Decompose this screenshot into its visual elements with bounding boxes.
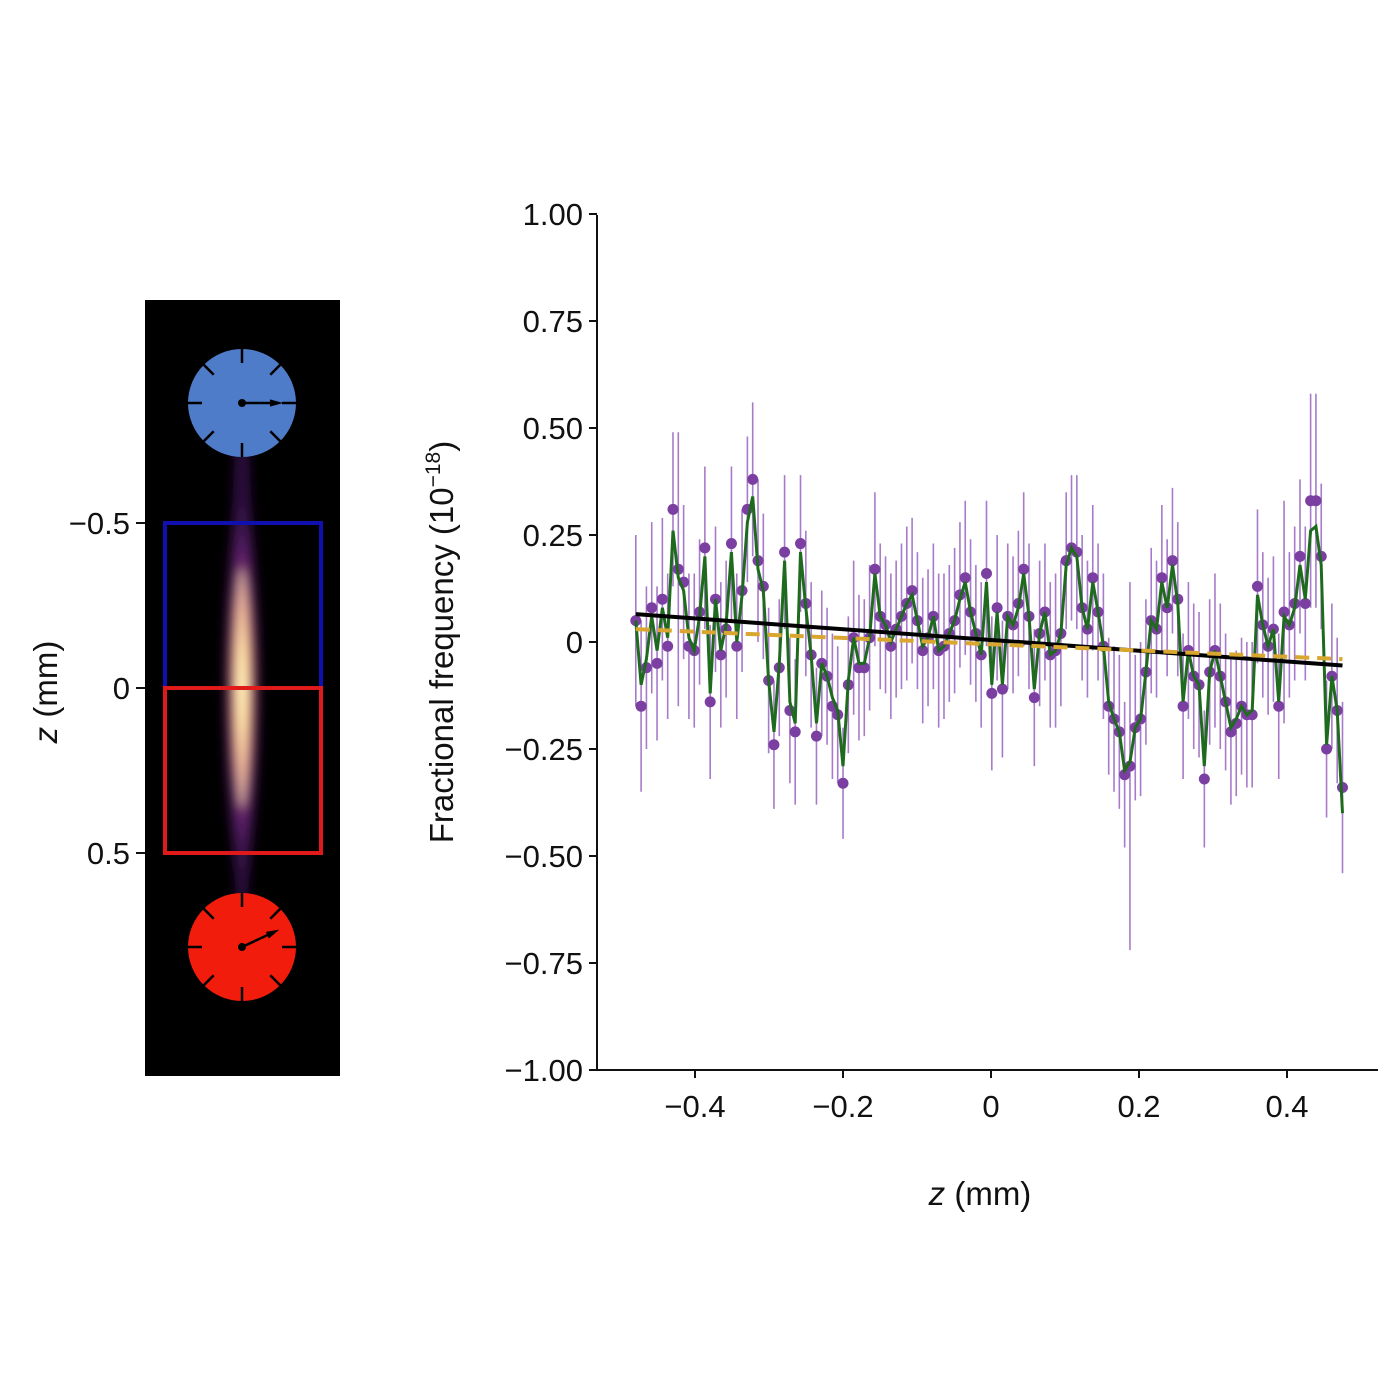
clock-tick xyxy=(269,907,282,920)
data-point xyxy=(651,657,663,669)
data-point xyxy=(1119,769,1131,781)
data-point xyxy=(986,687,998,699)
clock-tick xyxy=(202,907,215,920)
y-tick-label: −1.00 xyxy=(505,1053,583,1088)
y-tick-label: 0.75 xyxy=(523,304,583,339)
clock-tick xyxy=(269,363,282,376)
upper-clock-icon xyxy=(188,349,296,457)
x-axis-ticks: −0.4 −0.2 0 0.2 0.4 xyxy=(664,1070,1309,1124)
clock-tick xyxy=(269,974,282,987)
x-tick-label: 0.4 xyxy=(1265,1089,1308,1124)
clock-tick xyxy=(269,430,282,443)
data-point xyxy=(885,640,897,652)
y-tick-label: 1.00 xyxy=(523,197,583,232)
left-tick-label: 0 xyxy=(113,671,130,706)
data-point xyxy=(747,473,759,485)
y-tick-label: −0.75 xyxy=(505,946,583,981)
data-point xyxy=(656,593,668,605)
data-point xyxy=(1251,580,1263,592)
data-point xyxy=(959,572,971,584)
data-point xyxy=(795,538,807,550)
data-point xyxy=(725,538,737,550)
y-tick-label: −0.50 xyxy=(505,839,583,874)
data-point xyxy=(917,645,929,657)
data-point xyxy=(858,662,870,674)
data-point xyxy=(837,777,849,789)
error-bars xyxy=(634,393,1344,951)
clock-tick xyxy=(202,430,215,443)
data-point xyxy=(1198,773,1210,785)
y-axis-ticks: 1.00 0.75 0.50 0.25 0 −0.25 −0.50 −0.75 −1.00 xyxy=(505,197,597,1088)
left-tick-label: 0.5 xyxy=(87,836,130,871)
left-axis-label: z (mm) xyxy=(27,641,64,745)
clock-tick xyxy=(202,363,215,376)
data-point xyxy=(810,730,822,742)
data-point xyxy=(1018,563,1030,575)
data-point xyxy=(1273,700,1285,712)
clock-arrowhead xyxy=(265,929,280,939)
data-point xyxy=(1177,700,1189,712)
data-point xyxy=(1087,572,1099,584)
data-point xyxy=(980,568,992,580)
clock-arrowhead xyxy=(269,399,284,407)
dashed-fit-line xyxy=(635,627,1343,662)
x-axis-label: z (mm) xyxy=(928,1175,1032,1212)
data-point xyxy=(699,542,711,554)
data-point xyxy=(1166,555,1178,567)
y-axis-label: Fractional frequency (10−18) xyxy=(422,441,460,843)
data-point xyxy=(996,683,1008,695)
left-panel: −0.5 0 0.5 z (mm) xyxy=(27,300,340,1076)
data-point xyxy=(715,649,727,661)
x-tick-label: −0.2 xyxy=(812,1089,873,1124)
x-tick-label: 0 xyxy=(982,1089,999,1124)
data-point xyxy=(991,602,1003,614)
lower-clock-icon xyxy=(188,893,296,1001)
data-point xyxy=(731,640,743,652)
clock-center xyxy=(238,943,246,951)
data-point xyxy=(779,546,791,558)
data-point xyxy=(906,585,918,597)
data-point xyxy=(635,700,647,712)
y-tick-label: −0.25 xyxy=(505,732,583,767)
data-point xyxy=(869,563,881,575)
left-axis-ticks: −0.5 0 0.5 xyxy=(69,506,145,871)
x-tick-label: 0.2 xyxy=(1117,1089,1160,1124)
data-point xyxy=(1028,692,1040,704)
y-tick-label: 0.25 xyxy=(523,518,583,553)
data-point xyxy=(1156,572,1168,584)
data-point xyxy=(1294,550,1306,562)
y-tick-label: 0 xyxy=(566,625,583,660)
smoothed-curve xyxy=(634,496,1344,814)
data-point xyxy=(1278,606,1290,618)
data-point xyxy=(1299,597,1311,609)
data-point xyxy=(768,739,780,751)
clock-tick xyxy=(202,974,215,987)
x-tick-label: −0.4 xyxy=(664,1089,725,1124)
fit-line xyxy=(635,612,1343,668)
left-tick-label: −0.5 xyxy=(69,506,130,541)
y-tick-label: 0.50 xyxy=(523,411,583,446)
data-point xyxy=(662,640,674,652)
data-point xyxy=(704,696,716,708)
chart: 1.00 0.75 0.50 0.25 0 −0.25 −0.50 −0.75 −1.00 −0… xyxy=(422,197,1378,1212)
data-point xyxy=(646,602,658,614)
data-point xyxy=(1225,726,1237,738)
data-point xyxy=(1321,743,1333,755)
data-point xyxy=(789,726,801,738)
data-point xyxy=(1310,495,1322,507)
data-point xyxy=(667,503,679,515)
clock-center xyxy=(238,399,246,407)
lower-region-box xyxy=(163,686,323,855)
